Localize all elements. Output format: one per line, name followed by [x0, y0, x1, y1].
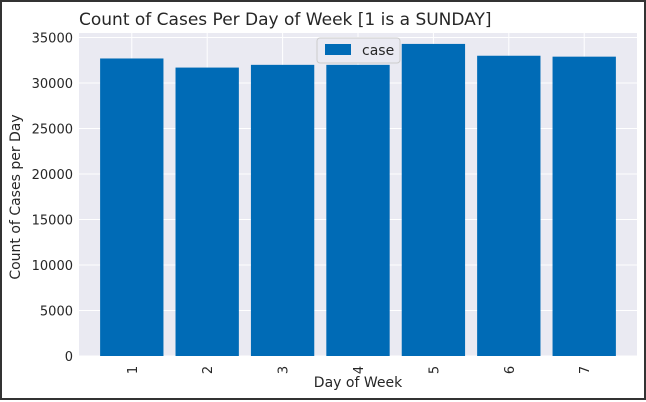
- bar-day-4: [326, 64, 390, 357]
- bar-day-7: [552, 56, 616, 356]
- y-tick-label: 15000: [32, 214, 73, 229]
- legend-label: case: [362, 43, 394, 59]
- bars: [100, 43, 616, 357]
- y-tick-label: 10000: [32, 259, 73, 274]
- y-tick-labels: 0 5000 10000 15000 20000 25000 30000 35000: [32, 32, 73, 365]
- bar-day-2: [175, 67, 239, 356]
- chart-title: Count of Cases Per Day of Week [1 is a S…: [79, 10, 492, 30]
- y-tick-label: 0: [65, 350, 73, 365]
- bar-chart: 0 5000 10000 15000 20000 25000 30000 35000 1 2 3 4…: [8, 10, 637, 391]
- y-tick-label: 35000: [32, 32, 73, 47]
- bar-day-1: [100, 58, 164, 357]
- x-tick-label: 1: [126, 366, 141, 374]
- x-axis-label: Day of Week: [314, 375, 403, 391]
- y-axis-label: Count of Cases per Day: [8, 114, 24, 279]
- legend: case: [316, 37, 401, 64]
- x-tick-labels: 1 2 3 4 5 6 7: [126, 366, 593, 374]
- x-tick-label: 5: [427, 366, 442, 374]
- x-tick-label: 7: [578, 366, 593, 374]
- x-tick-label: 3: [277, 366, 292, 374]
- x-tick-label: 4: [352, 366, 367, 374]
- legend-swatch: [325, 44, 351, 55]
- y-tick-label: 25000: [32, 123, 73, 138]
- x-tick-label: 2: [201, 366, 216, 374]
- y-tick-label: 20000: [32, 168, 73, 183]
- y-tick-label: 30000: [32, 77, 73, 92]
- y-tick-label: 5000: [40, 305, 73, 320]
- bar-day-3: [250, 64, 315, 357]
- x-tick-label: 6: [503, 366, 518, 374]
- bar-day-6: [477, 55, 541, 356]
- bar-day-5: [401, 43, 466, 357]
